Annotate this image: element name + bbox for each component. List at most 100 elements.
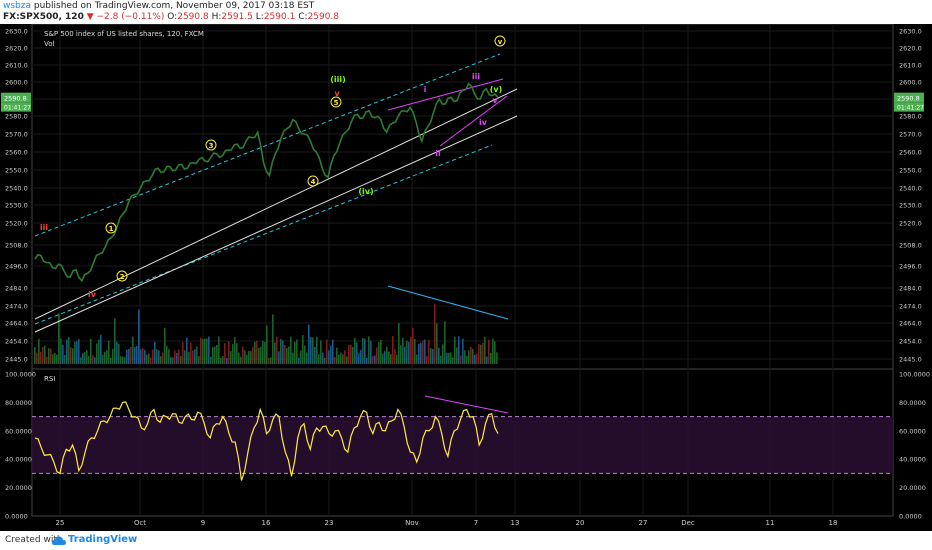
volume-bars <box>34 304 498 364</box>
price-axis-label-left: 2550.0 <box>5 167 28 175</box>
volume-bar <box>466 355 468 364</box>
volume-bar <box>292 352 294 364</box>
volume-bar <box>204 338 206 364</box>
volume-bar <box>90 338 92 364</box>
volume-bar <box>184 350 186 364</box>
rsi-axis-label-right: 80.0000 <box>899 399 926 407</box>
volume-bar <box>366 357 368 364</box>
volume-bar <box>272 314 274 364</box>
time-axis-label: 11 <box>766 519 775 527</box>
volume-bar <box>380 340 382 364</box>
volume-bar <box>420 342 422 364</box>
volume-bar <box>240 356 242 364</box>
volume-bar <box>402 337 404 364</box>
volume-bar <box>174 350 176 364</box>
volume-bar <box>422 340 424 364</box>
wave-label-circle <box>330 96 342 108</box>
volume-bar <box>186 337 188 364</box>
author-name[interactable]: wsbza <box>3 1 32 11</box>
volume-bar <box>98 339 100 364</box>
rsi-axis-label-right: 60.0000 <box>899 427 926 435</box>
volume-bar <box>276 336 278 364</box>
volume-bar <box>56 354 58 364</box>
volume-bar <box>218 336 220 364</box>
time-axis-label: Nov <box>405 519 419 527</box>
ohlc-high: H:2591.5 <box>211 12 253 22</box>
volume-bar <box>488 339 490 364</box>
volume-bar <box>482 342 484 364</box>
volume-bar <box>496 352 498 364</box>
volume-bar <box>328 350 330 364</box>
volume-bar <box>208 336 210 364</box>
volume-bar <box>168 349 170 364</box>
volume-bar <box>144 349 146 364</box>
volume-bar <box>46 356 48 364</box>
price-axis-label-left: 2464.0 <box>5 320 28 328</box>
volume-bar <box>212 347 214 364</box>
volume-bar <box>368 336 370 364</box>
footer: Created with TradingView <box>0 531 932 550</box>
volume-bar <box>468 350 470 364</box>
volume-bar <box>262 340 264 364</box>
volume-bar <box>424 339 426 364</box>
time-axis-label: 16 <box>262 519 271 527</box>
volume-bar <box>132 336 134 364</box>
wave-label: i <box>424 85 427 94</box>
volume-bar <box>256 340 258 364</box>
wave-label: (v) <box>490 85 503 94</box>
volume-bar <box>446 352 448 364</box>
volume-bar <box>78 339 80 364</box>
volume-bar <box>210 356 212 364</box>
price-axis-label-right: 2484.0 <box>899 285 922 293</box>
volume-bar <box>472 348 474 364</box>
trend-line-1 <box>34 88 518 320</box>
volume-bar <box>170 357 172 364</box>
time-axis-label: 9 <box>201 519 205 527</box>
price-axis-label-left: 2474.0 <box>5 303 28 311</box>
volume-bar <box>266 325 268 364</box>
price-axis-label-right: 2454.0 <box>899 338 922 346</box>
volume-bar <box>166 345 168 364</box>
chart-title: S&P 500 index of US listed shares, 120, … <box>44 30 204 38</box>
time-axis-label: 23 <box>325 519 334 527</box>
volume-bar <box>456 347 458 364</box>
volume-bar <box>200 337 202 364</box>
change-value: ▼ −2.8 (−0.11%) <box>86 12 165 22</box>
volume-bar <box>360 350 362 364</box>
volume-bar <box>358 353 360 364</box>
volume-bar <box>192 350 194 364</box>
ohlc-low: L:2590.1 <box>255 12 296 22</box>
volume-bar <box>460 355 462 364</box>
volume-bar <box>372 355 374 364</box>
wave-label: (iii) <box>330 75 346 84</box>
time-badge <box>894 102 924 112</box>
volume-bar <box>392 335 394 364</box>
volume-bar <box>86 350 88 364</box>
rsi-axis-label-right: 100.0000 <box>899 371 930 379</box>
volume-bar <box>352 346 354 364</box>
wave-label: iii <box>40 223 48 232</box>
volume-bar <box>348 345 350 364</box>
time-badge-left-text: 01:41:27 <box>4 105 31 112</box>
volume-bar <box>72 348 74 364</box>
volume-bar <box>332 339 334 364</box>
tradingview-logo-text[interactable]: TradingView <box>68 534 138 545</box>
price-axis-label-left: 2560.0 <box>5 149 28 157</box>
price-axis-label-right: 2508.0 <box>899 242 922 250</box>
volume-bar <box>486 356 488 364</box>
volume-bar <box>310 337 312 364</box>
rsi-title: RSI <box>44 375 55 383</box>
volume-bar <box>274 342 276 364</box>
rsi-axis-label-left: 0.0000 <box>5 513 28 521</box>
price-badge-left <box>1 92 31 103</box>
volume-bar <box>230 351 232 364</box>
rsi-axis-label-left: 20.0000 <box>5 484 32 492</box>
volume-bar <box>464 350 466 364</box>
price-axis-label-right: 2474.0 <box>899 303 922 311</box>
rsi-axis-label-right: 20.0000 <box>899 484 926 492</box>
chart-header: wsbza published on TradingView.com, Nove… <box>0 0 932 24</box>
volume-bar <box>196 346 198 364</box>
time-badge-text: 01:41:27 <box>897 105 924 112</box>
wave-label: 1 <box>109 225 114 233</box>
volume-bar <box>268 357 270 364</box>
